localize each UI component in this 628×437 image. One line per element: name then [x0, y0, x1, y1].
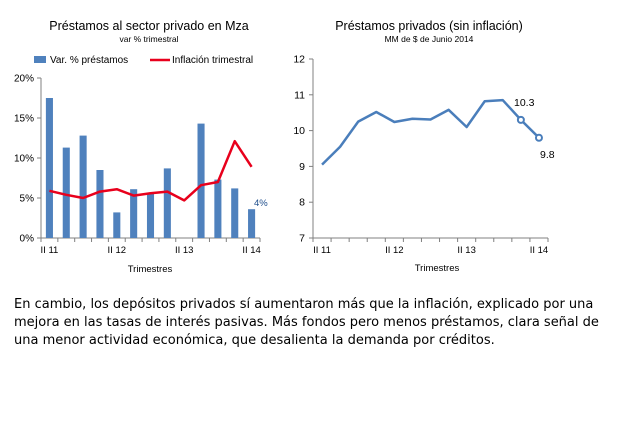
left-bar: [163, 168, 171, 238]
left-chart-title: Préstamos al sector privado en Mza: [49, 19, 248, 33]
left-annotation-4pct: 4%: [254, 198, 268, 209]
left-x-tick-label: II 13: [175, 245, 194, 256]
left-bar: [130, 189, 138, 238]
left-bar: [62, 147, 70, 238]
left-bar: [79, 135, 87, 238]
left-x-tick-label: II 11: [41, 245, 59, 256]
right-loans-line: [321, 98, 543, 166]
right-y-tick-label: 8: [299, 197, 305, 209]
left-bar: [45, 98, 53, 238]
right-point-marker: [534, 133, 543, 142]
left-x-axis-label: Trimestres: [128, 264, 173, 275]
right-x-tick-label: II 12: [385, 245, 404, 256]
left-y-ticks: 0% 5% 10% 15% 20%: [14, 74, 41, 245]
right-x-tick-label: II 11: [313, 245, 331, 256]
left-y-tick-label: 5%: [20, 194, 35, 205]
right-loans-polyline: [321, 98, 540, 166]
left-bar: [96, 170, 104, 238]
left-y-tick-label: 15%: [14, 114, 34, 125]
legend-label-bars: Var. % préstamos: [50, 55, 128, 66]
right-y-tick-label: 7: [299, 233, 305, 245]
chart-right: Préstamos privados (sin inflación) MM de…: [293, 19, 554, 274]
left-bar: [248, 209, 256, 238]
right-y-tick-label: 11: [294, 89, 305, 101]
left-inflation-polyline: [49, 139, 253, 202]
left-chart-subtitle: var % trimestral: [119, 34, 178, 44]
right-y-tick-label: 10: [293, 125, 305, 137]
left-bar: [197, 123, 205, 238]
left-y-tick-label: 10%: [14, 154, 34, 165]
right-x-tick-label: II 14: [530, 245, 549, 256]
left-bar: [214, 179, 222, 238]
left-x-tick-label: II 14: [242, 245, 261, 256]
right-x-axis-label: Trimestres: [415, 263, 460, 274]
right-y-tick-label: 9: [299, 161, 305, 173]
left-y-tick-label: 0%: [20, 234, 35, 245]
left-bar: [231, 188, 239, 238]
right-x-tick-label: II 13: [457, 245, 476, 256]
left-legend: Var. % préstamos Inflación trimestral: [34, 55, 253, 66]
right-chart-subtitle: MM de $ de Junio 2014: [385, 34, 474, 44]
right-point-marker: [516, 115, 525, 124]
left-x-tick-label: II 12: [108, 245, 127, 256]
left-x-ticks: II 11 II 12 II 13 II 14: [40, 238, 261, 256]
left-y-tick-label: 20%: [14, 74, 34, 85]
body-paragraph: En cambio, los depósitos privados sí aum…: [14, 297, 599, 348]
left-bar: [113, 212, 121, 238]
left-inflation-line: [49, 139, 253, 202]
left-bars: [45, 98, 256, 238]
right-chart-title: Préstamos privados (sin inflación): [335, 19, 523, 33]
chart-left: Préstamos al sector privado en Mza var %…: [14, 19, 268, 275]
legend-swatch-bars: [34, 56, 46, 63]
right-annotation-9-8: 9.8: [540, 149, 555, 161]
legend-label-line: Inflación trimestral: [172, 55, 253, 66]
left-bar: [146, 194, 155, 238]
right-x-ticks: II 11 II 12 II 13 II 14: [312, 238, 549, 256]
right-y-ticks: 7 8 9 10 11 12: [293, 54, 313, 245]
right-y-tick-label: 12: [293, 54, 305, 66]
right-annotation-10-3: 10.3: [514, 97, 535, 109]
charts-area: Préstamos al sector privado en Mza var %…: [14, 19, 555, 275]
